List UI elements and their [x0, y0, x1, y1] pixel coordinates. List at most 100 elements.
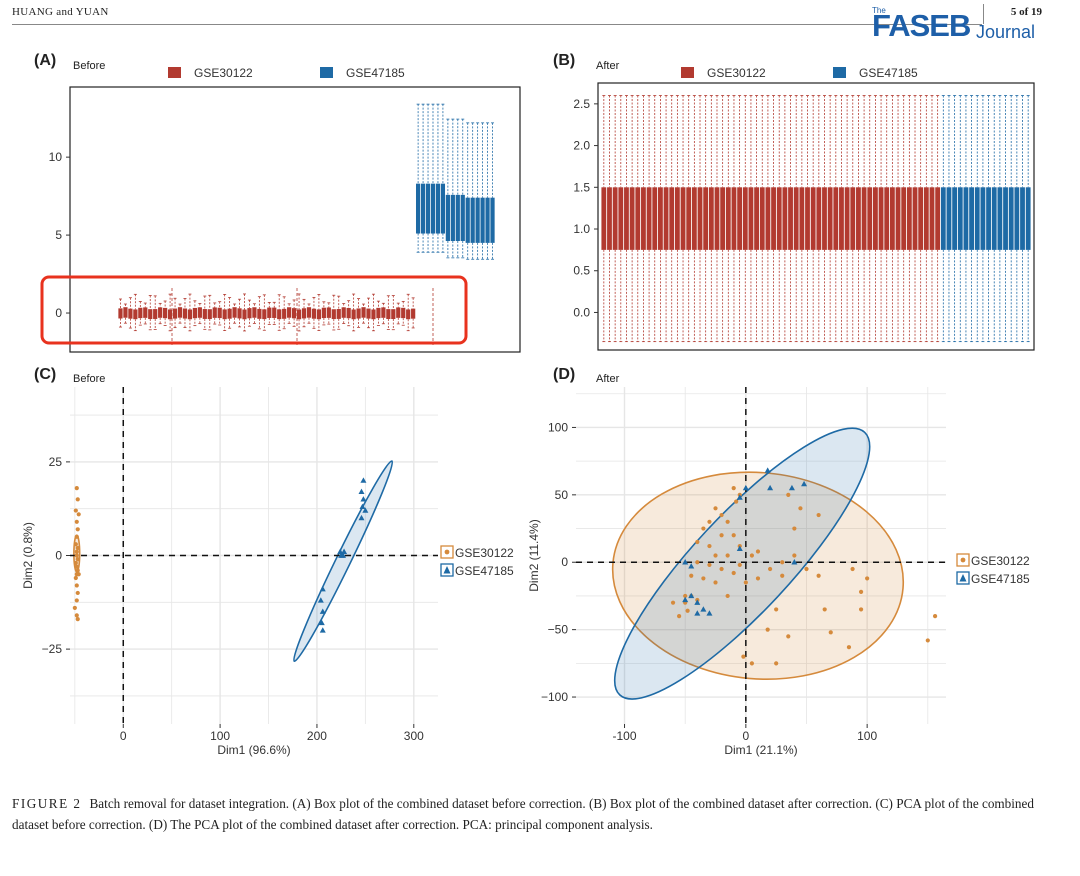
confidence-ellipse-GSE47185: [293, 460, 394, 663]
box-body: [714, 187, 720, 250]
box-GSE30122: [197, 303, 202, 325]
box-GSE30122: [128, 297, 133, 329]
point-GSE47185: [359, 503, 366, 510]
point-GSE30122: [74, 583, 79, 588]
point-GSE30122: [76, 572, 81, 577]
box-GSE30122: [805, 95, 810, 343]
box-body: [895, 187, 901, 250]
box-GSE47185: [986, 95, 991, 343]
box-GSE30122: [296, 293, 302, 332]
box-body: [207, 309, 212, 320]
point-GSE30122: [670, 600, 676, 605]
box-body: [867, 187, 873, 250]
box-GSE30122: [833, 95, 839, 343]
x-tick-label: 200: [307, 729, 327, 743]
box-body: [940, 187, 946, 250]
box-body: [361, 307, 366, 318]
legend-marker: [959, 574, 967, 582]
point-GSE30122: [74, 519, 79, 524]
point-GSE47185: [319, 627, 326, 633]
box-body: [1014, 187, 1020, 250]
box-body: [646, 187, 652, 250]
box-body: [833, 187, 839, 250]
point-GSE30122: [75, 557, 80, 562]
box-body: [697, 187, 703, 250]
y-tick-label: 50: [555, 488, 569, 502]
box-body: [889, 187, 895, 250]
box-GSE30122: [759, 95, 765, 343]
box-body: [691, 187, 697, 250]
box-body: [788, 187, 793, 250]
box-body: [731, 187, 737, 250]
page-number: 5 of 19: [1010, 6, 1042, 18]
box-body: [635, 187, 641, 250]
box-body: [440, 183, 446, 234]
box-GSE30122: [742, 95, 748, 343]
box-GSE30122: [336, 295, 341, 330]
box-GSE47185: [465, 122, 470, 260]
y-tick-label: 0: [55, 306, 62, 320]
point-GSE30122: [677, 614, 682, 619]
box-body: [163, 307, 168, 319]
y-tick-label: 0: [55, 549, 62, 563]
box-GSE30122: [227, 297, 232, 329]
point-GSE47185: [360, 496, 367, 502]
y-tick-label: 0.0: [573, 305, 590, 319]
point-GSE30122: [749, 661, 755, 666]
box-body: [425, 183, 431, 234]
box-GSE30122: [935, 95, 941, 343]
point-GSE30122: [75, 527, 80, 532]
point-GSE30122: [707, 543, 712, 549]
box-GSE30122: [612, 95, 618, 343]
box-body: [1008, 187, 1014, 250]
legend-label: GSE47185: [971, 572, 1030, 586]
box-GSE30122: [361, 303, 366, 324]
panel-b-subtitle: After: [596, 60, 620, 72]
box-GSE30122: [816, 95, 822, 343]
box-GSE47185: [969, 95, 974, 343]
box-GSE30122: [167, 293, 173, 332]
box-GSE30122: [118, 298, 123, 328]
box-body: [326, 307, 331, 318]
legend-label: GSE30122: [707, 66, 766, 80]
box-GSE30122: [827, 95, 833, 343]
box-body: [969, 187, 974, 250]
box-GSE30122: [889, 95, 895, 343]
y-axis-label: Dim2 (11.4%): [527, 519, 541, 591]
box-GSE30122: [272, 301, 277, 325]
box-GSE30122: [123, 303, 128, 324]
box-GSE47185: [425, 103, 431, 253]
box-body: [411, 308, 416, 319]
box-GSE30122: [202, 295, 207, 330]
box-GSE47185: [416, 103, 421, 253]
point-GSE30122: [701, 576, 706, 581]
point-GSE30122: [822, 607, 827, 612]
y-tick-label: 10: [49, 150, 63, 164]
y-tick-label: 100: [548, 420, 568, 434]
logo-the: The: [872, 6, 886, 15]
point-GSE30122: [689, 573, 694, 578]
box-body: [827, 187, 833, 250]
box-GSE30122: [731, 95, 737, 343]
box-body: [986, 187, 991, 250]
caption-text: Batch removal for dataset integration. (…: [12, 796, 1034, 832]
box-body: [232, 307, 237, 318]
box-GSE30122: [257, 296, 262, 330]
box-body: [227, 308, 232, 319]
box-body: [430, 183, 436, 234]
x-tick-label: 100: [210, 729, 230, 743]
point-GSE30122: [73, 560, 78, 566]
point-GSE30122: [73, 575, 78, 581]
box-GSE47185: [420, 103, 426, 253]
box-body: [306, 307, 312, 318]
box-body: [128, 308, 133, 319]
box-GSE47185: [952, 95, 958, 343]
point-GSE30122: [707, 562, 712, 568]
box-GSE30122: [839, 95, 844, 343]
box-body: [356, 308, 361, 319]
point-GSE47185: [319, 586, 326, 592]
box-body: [974, 187, 980, 250]
box-body: [624, 187, 629, 250]
x-axis-label: Dim1 (21.1%): [724, 743, 797, 757]
box-GSE47185: [1020, 95, 1025, 343]
